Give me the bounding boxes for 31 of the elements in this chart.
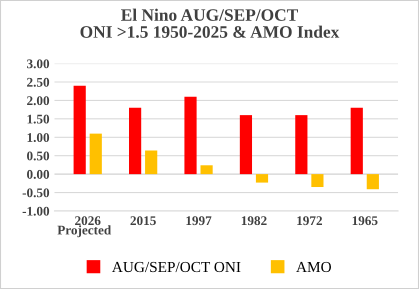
- bar: [74, 86, 86, 174]
- y-tick-label: -0.50: [22, 188, 50, 198]
- bar: [184, 96, 197, 174]
- y-tick-label: 0.50: [27, 152, 50, 160]
- y-tick-label: 2.00: [27, 96, 50, 106]
- bar: [295, 115, 308, 174]
- bar: [350, 108, 363, 174]
- text: Projected: [57, 225, 112, 238]
- x-tick-label: 1982: [242, 216, 267, 226]
- bar: [145, 150, 158, 174]
- bar: [200, 165, 213, 174]
- y-tick-label: 1.00: [28, 133, 50, 142]
- bar: [240, 115, 252, 174]
- x-tick-label: 1965: [352, 216, 378, 226]
- y-tick-label: -1.00: [22, 206, 50, 216]
- x-tick-label: 1997: [186, 216, 212, 226]
- legend-label: AUG/SEP/OCT ONI: [112, 262, 240, 272]
- y-tick-label: 2.50: [27, 78, 50, 87]
- bar: [256, 174, 268, 183]
- bar: [311, 174, 324, 188]
- legend-label: AMO: [296, 262, 332, 272]
- y-tick-label: 1.50: [28, 114, 50, 124]
- x-tick-label: 2015: [130, 216, 156, 226]
- y-tick-label: 3.00: [27, 59, 50, 68]
- bar: [129, 108, 142, 174]
- chart-title: El Nino AUG/SEP/OCT ONI >1.5 1950-2025 & AMO Index: [80, 8, 340, 38]
- bar: [90, 134, 102, 174]
- y-tick-label: 0.00: [27, 170, 50, 179]
- x-tick-label: 2026: [75, 216, 101, 226]
- x-tick-label: 1972: [297, 216, 322, 226]
- bar: [366, 174, 379, 190]
